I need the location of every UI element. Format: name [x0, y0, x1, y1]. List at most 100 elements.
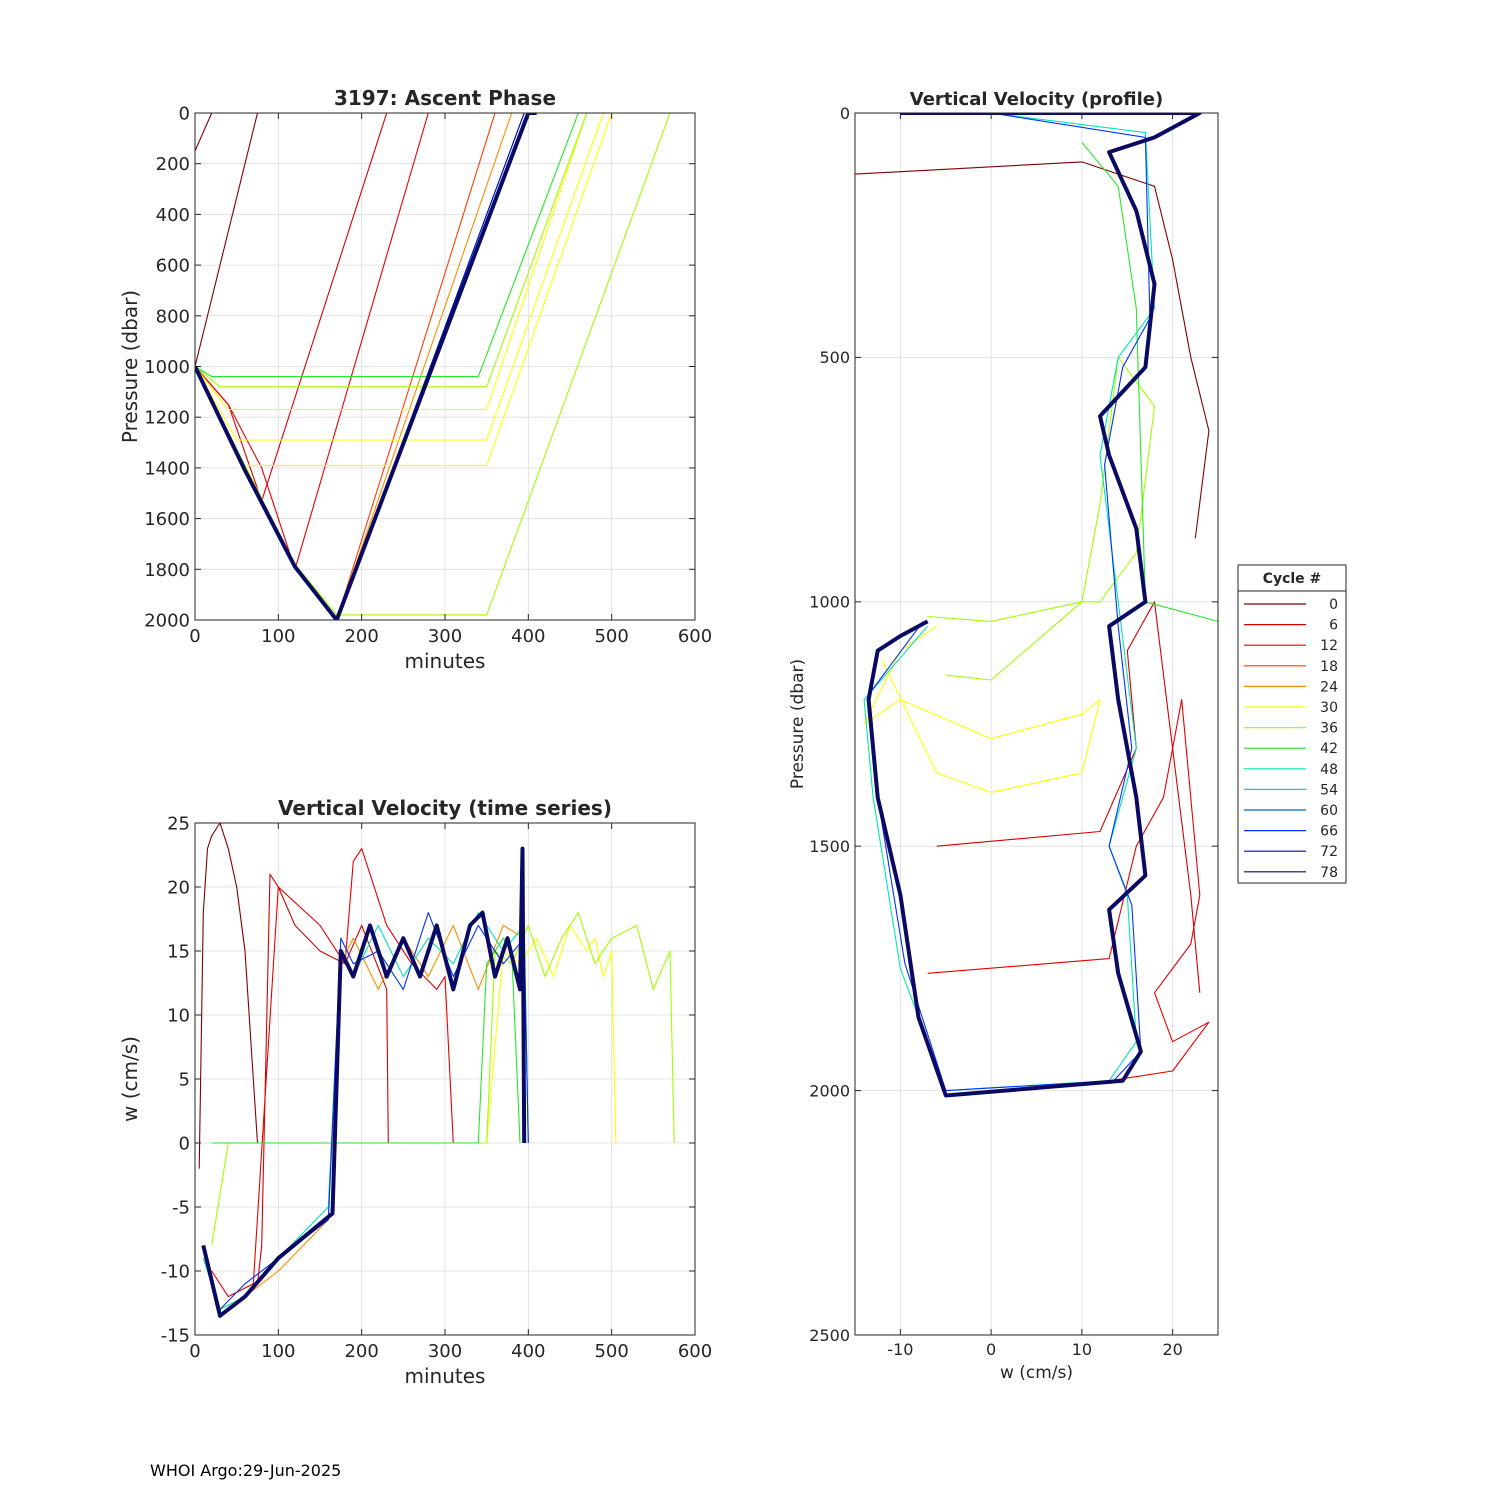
series-line-cycle-0	[198, 823, 262, 1169]
y-tick-label: -15	[161, 1325, 190, 1346]
legend-label-cycle-6: 6	[1329, 618, 1338, 634]
series-line-cycle-0	[855, 161, 1210, 539]
y-tick-label: 15	[167, 941, 190, 962]
x-tick-label: 100	[261, 626, 295, 647]
chart-title: Vertical Velocity (time series)	[278, 796, 612, 820]
x-tick-label: 300	[428, 1341, 462, 1362]
y-axis-label: Pressure (dbar)	[788, 659, 808, 789]
series-line-cycle-42	[195, 113, 579, 378]
series-line-cycle-78	[195, 113, 537, 620]
series-line-cycle-30	[863, 625, 1101, 793]
y-tick-label: 1200	[144, 408, 190, 429]
x-tick-label: 200	[344, 1341, 378, 1362]
y-tick-label: 0	[179, 1133, 190, 1154]
y-tick-label: 1000	[809, 593, 850, 612]
y-tick-label: 600	[156, 256, 190, 277]
series-line-cycle-0	[195, 113, 259, 367]
series-line-cycle-36	[195, 113, 588, 388]
y-tick-label: 1500	[809, 837, 850, 856]
series-line-cycle-78	[866, 113, 1202, 1098]
y-tick-label: 10	[167, 1005, 190, 1026]
y-tick-label: 2500	[809, 1326, 850, 1345]
legend-label-cycle-42: 42	[1320, 741, 1338, 757]
y-tick-label: 500	[819, 348, 850, 367]
y-tick-label: 1600	[144, 509, 190, 530]
x-tick-label: 100	[261, 1341, 295, 1362]
series-line-cycle-12	[927, 699, 1210, 1082]
y-tick-label: 1400	[144, 458, 190, 479]
chart-title: 3197: Ascent Phase	[334, 86, 556, 110]
x-tick-label: 20	[1162, 1340, 1182, 1359]
y-axis-label: Pressure (dbar)	[118, 290, 142, 443]
series-line-cycle-6	[256, 873, 395, 1284]
x-tick-label: 500	[594, 1341, 628, 1362]
y-tick-label: 1800	[144, 560, 190, 581]
legend-label-cycle-60: 60	[1320, 803, 1338, 819]
legend-label-cycle-36: 36	[1320, 721, 1338, 737]
legend-label-cycle-24: 24	[1320, 679, 1338, 695]
series-group	[855, 113, 1218, 1098]
x-tick-label: 10	[1072, 1340, 1092, 1359]
y-tick-label: 800	[156, 306, 190, 327]
ascent-phase-axes: 0 100 200 300 400 500 600 0 200 400 600 800 1000 1200…	[118, 86, 712, 673]
series-line-cycle-36	[927, 356, 1156, 681]
series-line-cycle-66	[868, 113, 1151, 1092]
legend-label-cycle-78: 78	[1320, 865, 1338, 881]
cycle-legend: Cycle # 0 6 12 18 24 30 36 42 48 54 60 66 72 78	[1237, 564, 1347, 884]
series-line-cycle-12	[195, 113, 437, 570]
series-line-cycle-12	[211, 848, 454, 1298]
plot-area	[855, 113, 1218, 1335]
chart-title: Vertical Velocity (profile)	[910, 89, 1164, 110]
y-axis-label: w (cm/s)	[118, 1036, 142, 1122]
y-tick-label: 1000	[144, 357, 190, 378]
x-tick-label: 400	[511, 626, 545, 647]
series-line-cycle-30	[195, 113, 595, 411]
legend-label-cycle-30: 30	[1320, 700, 1338, 716]
series-group	[195, 113, 675, 620]
y-tick-label: -10	[161, 1261, 190, 1282]
legend-label-cycle-66: 66	[1320, 824, 1338, 840]
y-tick-label: -5	[172, 1197, 190, 1218]
legend-label-cycle-48: 48	[1320, 762, 1338, 778]
x-tick-label: 200	[344, 626, 378, 647]
x-tick-label: 0	[189, 1341, 200, 1362]
x-tick-label: 500	[594, 626, 628, 647]
axes-frame	[854, 112, 1219, 1336]
series-line-cycle-42	[1081, 141, 1218, 622]
legend-label-cycle-0: 0	[1329, 597, 1338, 613]
legend-label-cycle-12: 12	[1320, 638, 1338, 654]
series-line-cycle-78	[201, 846, 527, 1318]
legend-label-cycle-18: 18	[1320, 659, 1338, 675]
y-tick-label: 400	[156, 205, 190, 226]
x-tick-label: 0	[986, 1340, 996, 1359]
series-line-cycle-0	[195, 113, 258, 152]
legend-label-cycle-54: 54	[1320, 782, 1338, 798]
x-tick-label: 0	[189, 626, 200, 647]
x-axis-label: minutes	[405, 649, 486, 673]
x-tick-label: 300	[428, 626, 462, 647]
series-line-cycle-6	[936, 601, 1201, 993]
series-line-cycle-36	[211, 912, 675, 1246]
y-tick-label: 200	[156, 154, 190, 175]
y-tick-label: 0	[840, 104, 850, 123]
y-tick-label: 2000	[809, 1081, 850, 1100]
x-tick-label: 400	[511, 1341, 545, 1362]
series-group	[198, 823, 675, 1318]
series-line-cycle-24	[202, 924, 529, 1310]
y-tick-label: 25	[167, 813, 190, 834]
velocity-profile-axes: -10 0 10 20 0 500 1000 1500 2000 2500 Vertical Vel…	[788, 89, 1219, 1383]
x-axis-label: minutes	[405, 1364, 486, 1388]
velocity-timeseries-axes: 0 100 200 300 400 500 600 -15 -10 -5 0 5 10 15 20 25 Ver…	[118, 796, 712, 1388]
x-tick-label: 600	[678, 626, 712, 647]
y-tick-label: 0	[179, 103, 190, 124]
y-tick-label: 2000	[144, 610, 190, 631]
x-tick-label: -10	[887, 1340, 913, 1359]
x-axis-label: w (cm/s)	[1000, 1363, 1073, 1383]
footer-credit: WHOI Argo:29-Jun-2025	[150, 1461, 342, 1480]
y-tick-label: 20	[167, 877, 190, 898]
x-tick-label: 600	[678, 1341, 712, 1362]
legend-title: Cycle #	[1263, 571, 1322, 587]
series-line-cycle-30	[195, 113, 612, 441]
y-tick-label: 5	[179, 1069, 190, 1090]
